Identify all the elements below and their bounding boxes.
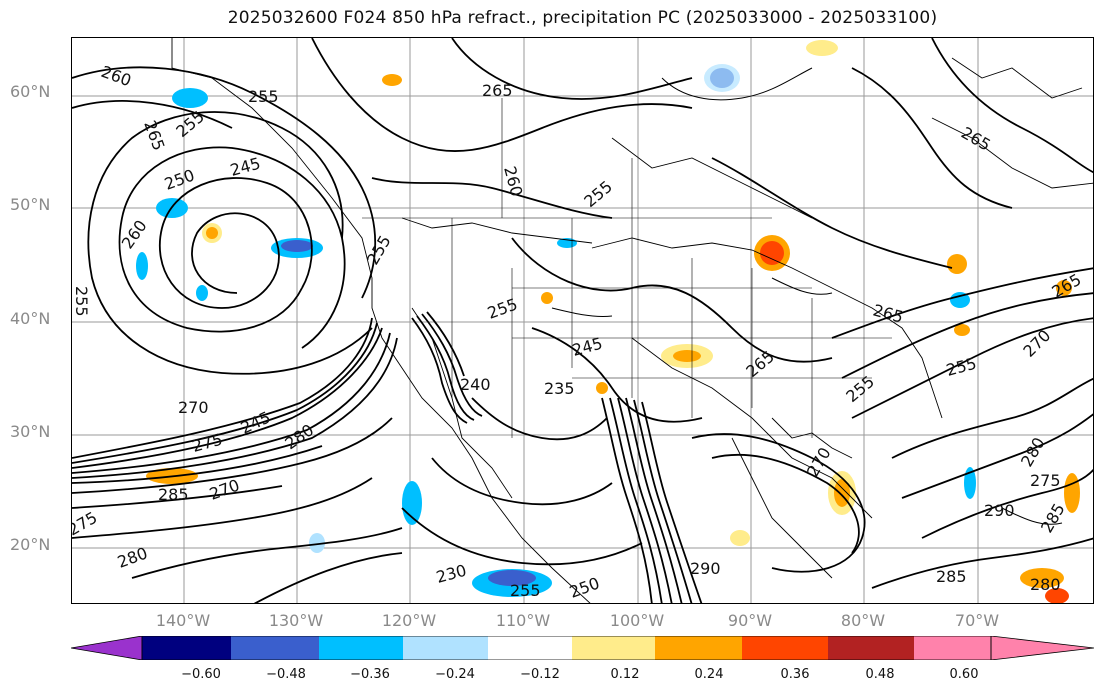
contour-label: 260 — [118, 216, 151, 252]
contour-label: 260 — [99, 62, 134, 90]
colorbar-extend-max — [990, 636, 1094, 660]
colorbar-tick-label: −0.48 — [266, 667, 306, 682]
contour-label: 255 — [510, 581, 541, 600]
colorbar-bin — [655, 636, 742, 660]
colorbar-tick-label: 0.48 — [865, 667, 895, 682]
colorbar-extend-min — [71, 636, 143, 660]
contour-label: 255 — [580, 177, 616, 211]
contour-label: 250 — [567, 573, 602, 601]
map-panel: 260 265 255 265 255 245 250 260 255 260 … — [71, 37, 1094, 604]
colorbar-bin — [488, 636, 572, 660]
lon-label: 70°W — [954, 611, 1000, 630]
colorbar-bin — [142, 636, 231, 660]
colorbar-bin — [914, 636, 991, 660]
colorbar-bin — [742, 636, 828, 660]
contour-label: 280 — [1030, 575, 1061, 594]
colorbar-bin — [572, 636, 655, 660]
contour-label: 255 — [944, 354, 978, 380]
lat-label: 20°N — [10, 535, 51, 554]
colorbar-tick-label: 0.36 — [780, 667, 810, 682]
contour-label: 270 — [803, 444, 835, 480]
contour-label: 280 — [281, 420, 317, 453]
contour-label: 255 — [842, 372, 878, 406]
colorbar-bin — [319, 636, 403, 660]
lat-label: 40°N — [10, 309, 51, 328]
colorbar-tick-label: −0.60 — [181, 667, 221, 682]
map-canvas: 260 265 255 265 255 245 250 260 255 260 … — [72, 38, 1093, 603]
thin-contours — [551, 67, 1063, 525]
contour-label: 285 — [158, 485, 189, 504]
contour-label: 285 — [936, 567, 967, 586]
contour-label: 270 — [1019, 326, 1054, 361]
lon-label: 110°W — [495, 611, 551, 630]
contour-label: 265 — [140, 118, 168, 153]
colorbar-tick-label: −0.12 — [520, 667, 560, 682]
contour-label: 235 — [544, 379, 575, 398]
lat-label: 50°N — [10, 195, 51, 214]
colorbar-bin — [231, 636, 319, 660]
contour-label: 265 — [742, 347, 778, 381]
contour-label: 260 — [500, 164, 526, 198]
lon-label: 90°W — [727, 611, 773, 630]
contour-label: 240 — [460, 375, 491, 394]
contour-label: 245 — [238, 407, 274, 437]
contour-label: 270 — [178, 398, 209, 417]
lat-label: 60°N — [10, 82, 51, 101]
contour-label: 230 — [434, 561, 468, 587]
contour-label: 290 — [984, 501, 1015, 520]
refractivity-contours — [72, 38, 1093, 603]
lon-label: 120°W — [381, 611, 437, 630]
lon-label: 80°W — [840, 611, 886, 630]
state-borders — [362, 98, 892, 438]
colorbar-tick-label: 0.24 — [694, 667, 724, 682]
contour-label: 275 — [1030, 471, 1061, 490]
precip-patches — [136, 40, 1080, 603]
colorbar — [71, 636, 1094, 660]
contour-label: 245 — [228, 154, 262, 180]
lat-label: 30°N — [10, 422, 51, 441]
lon-label: 100°W — [609, 611, 665, 630]
colorbar-tick-label: 0.60 — [949, 667, 979, 682]
lon-label: 130°W — [268, 611, 324, 630]
contour-label: 255 — [248, 87, 279, 106]
colorbar-tick-label: −0.36 — [350, 667, 390, 682]
lon-label: 140°W — [155, 611, 211, 630]
contour-label: 245 — [570, 334, 604, 360]
colorbar-tick-label: −0.24 — [435, 667, 475, 682]
contour-label: 285 — [1037, 500, 1069, 536]
graticule — [72, 38, 1093, 603]
contour-label: 290 — [690, 559, 721, 578]
contour-label: 280 — [1017, 434, 1049, 470]
colorbar-tick-label: 0.12 — [610, 667, 640, 682]
contour-label: 275 — [72, 508, 100, 540]
contour-label: 255 — [72, 286, 91, 317]
contour-label: 255 — [485, 294, 520, 322]
map-title: 2025032600 F024 850 hPa refract., precip… — [227, 8, 938, 28]
colorbar-bin — [828, 636, 914, 660]
colorbar-bin — [403, 636, 488, 660]
contour-label: 265 — [482, 81, 513, 100]
contour-label: 265 — [871, 301, 905, 327]
